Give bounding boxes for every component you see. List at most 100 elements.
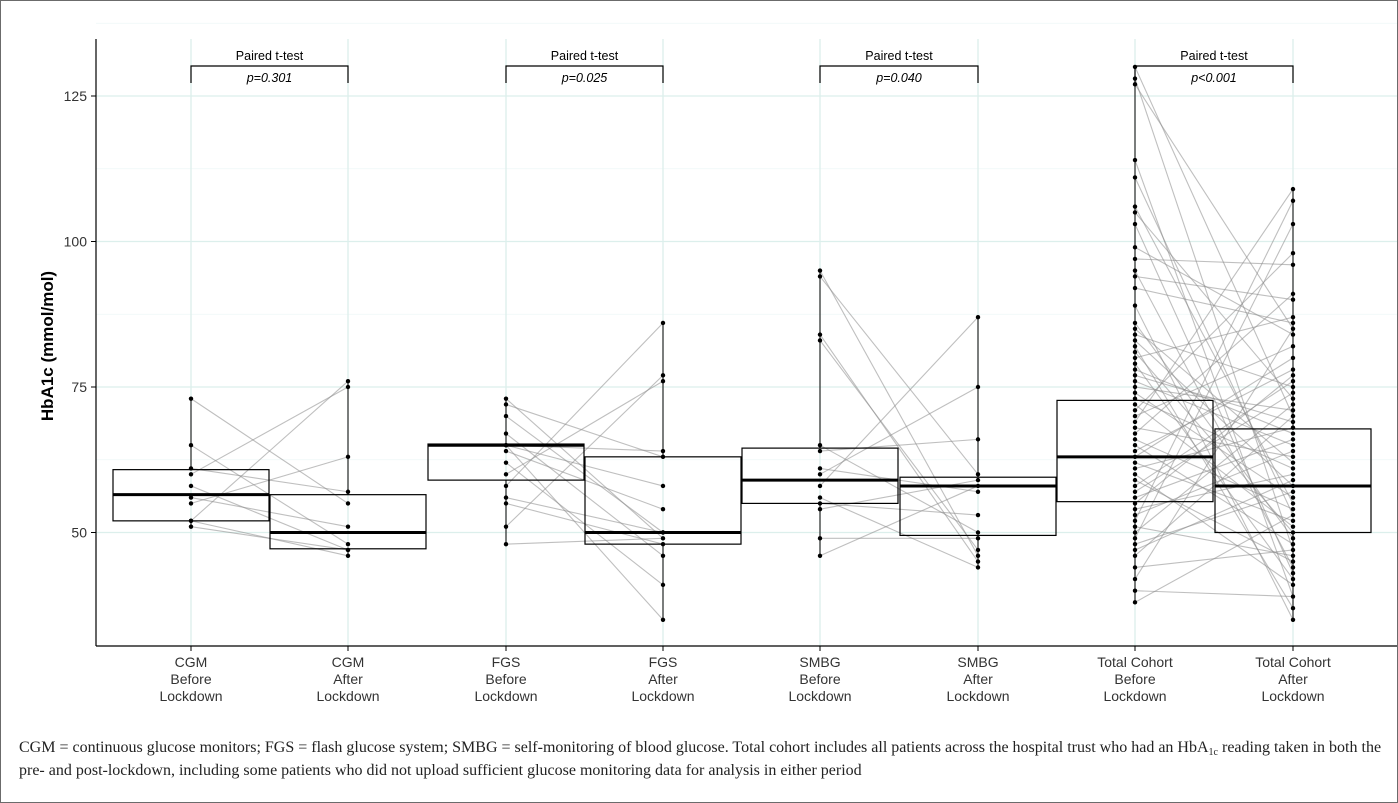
data-point xyxy=(1290,495,1296,500)
data-point xyxy=(975,477,981,483)
data-point xyxy=(1132,553,1138,558)
test-label: Paired t-test xyxy=(1180,49,1248,63)
data-point xyxy=(1290,367,1296,372)
paired-line xyxy=(1134,270,1294,568)
x-tick-label: Lockdown xyxy=(946,688,1009,704)
x-tick-label: Before xyxy=(170,671,211,687)
data-point xyxy=(1290,576,1296,582)
data-point xyxy=(975,437,981,442)
paired-line xyxy=(1134,78,1294,551)
data-point xyxy=(1132,349,1138,355)
paired-line xyxy=(1134,369,1294,452)
data-point xyxy=(1290,466,1296,471)
data-point xyxy=(1290,320,1296,326)
data-point xyxy=(1290,594,1296,599)
data-point xyxy=(817,338,823,343)
data-point xyxy=(1132,483,1138,489)
x-tick-label: Lockdown xyxy=(1103,688,1166,704)
data-point xyxy=(503,396,509,401)
data-point xyxy=(1290,402,1296,407)
data-point xyxy=(1290,472,1296,477)
data-point xyxy=(1132,256,1138,262)
paired-line xyxy=(1134,275,1294,301)
data-point xyxy=(1132,320,1138,326)
data-point xyxy=(1132,390,1138,396)
data-points xyxy=(188,64,1296,622)
data-point xyxy=(817,466,823,471)
paired-line xyxy=(1134,363,1294,580)
y-tick-label: 100 xyxy=(64,234,88,250)
x-tick-label: Lockdown xyxy=(474,688,537,704)
test-label: Paired t-test xyxy=(551,49,619,63)
paired-line xyxy=(1134,374,1294,504)
x-tick-label: Lockdown xyxy=(316,688,379,704)
data-point xyxy=(1290,559,1296,564)
data-point xyxy=(1290,460,1296,465)
data-point xyxy=(503,460,509,465)
x-tick-label: Total Cohort xyxy=(1097,654,1173,670)
paired-line xyxy=(1134,386,1294,411)
data-point xyxy=(1132,413,1138,419)
paired-line xyxy=(819,386,979,475)
data-point xyxy=(503,413,509,419)
data-point xyxy=(975,553,981,558)
x-tick-label: Total Cohort xyxy=(1255,654,1331,670)
p-value-label: p=0.301 xyxy=(246,71,293,85)
paired-line xyxy=(819,334,979,562)
data-point xyxy=(1290,483,1296,489)
paired-line xyxy=(1134,305,1294,621)
data-point xyxy=(660,373,666,378)
data-point xyxy=(1132,338,1138,343)
data-point xyxy=(1290,565,1296,570)
paired-line xyxy=(1134,526,1294,557)
data-point xyxy=(1290,373,1296,378)
data-point xyxy=(1132,373,1138,378)
data-point xyxy=(1132,512,1138,518)
x-tick-label: Lockdown xyxy=(631,688,694,704)
data-point xyxy=(1132,332,1138,337)
x-tick-label: Lockdown xyxy=(1261,688,1324,704)
data-point xyxy=(1290,454,1296,460)
data-point xyxy=(1290,530,1296,535)
hba1c-boxplot-chart: 5075100125CGMBeforeLockdownCGMAfterLockd… xyxy=(38,22,1397,704)
data-point xyxy=(817,553,823,558)
data-point xyxy=(1132,536,1138,541)
data-point xyxy=(1290,553,1296,558)
data-point xyxy=(1132,378,1138,384)
x-tick-label: After xyxy=(333,671,363,687)
paired-line xyxy=(1134,473,1294,586)
data-point xyxy=(817,472,823,477)
data-point xyxy=(1132,576,1138,582)
data-point xyxy=(660,541,666,547)
data-point xyxy=(188,396,194,401)
data-point xyxy=(1132,443,1138,448)
data-point xyxy=(503,431,509,436)
data-point xyxy=(1290,344,1296,349)
data-point xyxy=(188,483,194,489)
paired-line xyxy=(1134,246,1294,336)
data-point xyxy=(1290,378,1296,384)
data-point xyxy=(1132,460,1138,465)
data-point xyxy=(188,495,194,500)
data-point xyxy=(188,472,194,477)
data-point xyxy=(817,274,823,279)
x-tick-label: CGM xyxy=(332,654,365,670)
data-point xyxy=(660,617,666,622)
paired-line xyxy=(819,485,979,557)
data-point xyxy=(975,472,981,477)
x-tick-label: FGS xyxy=(492,654,521,670)
data-point xyxy=(1132,355,1138,361)
data-point xyxy=(1132,431,1138,436)
paired-line xyxy=(819,497,979,568)
data-point xyxy=(1132,326,1138,331)
x-tick-label: After xyxy=(963,671,993,687)
paired-line xyxy=(1134,392,1294,493)
data-point xyxy=(1290,425,1296,430)
paired-line xyxy=(1134,177,1294,516)
data-point xyxy=(503,483,509,489)
x-tick-label: SMBG xyxy=(799,654,840,670)
data-point xyxy=(1132,547,1138,553)
data-point xyxy=(975,314,981,320)
paired-line xyxy=(1134,369,1294,435)
